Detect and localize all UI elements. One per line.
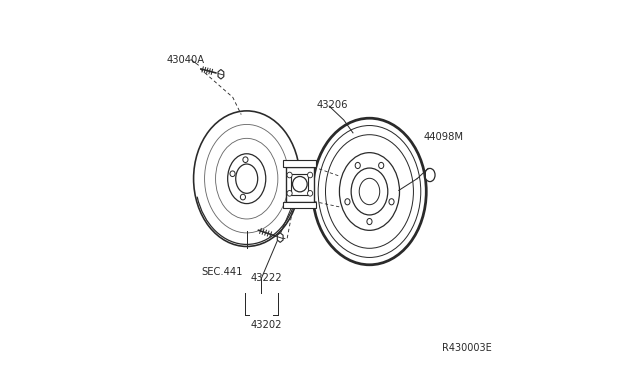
Bar	[286, 167, 314, 202]
Ellipse shape	[379, 163, 384, 169]
Ellipse shape	[425, 169, 435, 182]
Ellipse shape	[355, 163, 360, 169]
Ellipse shape	[243, 157, 248, 163]
Ellipse shape	[287, 172, 292, 178]
Ellipse shape	[367, 218, 372, 225]
Bar	[291, 174, 308, 195]
Ellipse shape	[389, 199, 394, 205]
Text: R430003E: R430003E	[442, 343, 492, 353]
Text: SEC.441: SEC.441	[201, 267, 243, 277]
Polygon shape	[277, 233, 283, 243]
Ellipse shape	[345, 199, 350, 205]
Text: 43222: 43222	[250, 273, 282, 283]
Bar	[284, 202, 316, 208]
Text: 43206: 43206	[316, 100, 348, 110]
Polygon shape	[218, 70, 224, 79]
Ellipse shape	[308, 190, 313, 196]
Ellipse shape	[230, 171, 235, 177]
Text: 44098M: 44098M	[423, 132, 463, 141]
Text: 43040A: 43040A	[167, 55, 205, 65]
Bar	[284, 160, 316, 167]
Ellipse shape	[287, 190, 292, 196]
Ellipse shape	[241, 194, 246, 200]
Ellipse shape	[308, 172, 313, 178]
Text: 43202: 43202	[250, 320, 282, 330]
